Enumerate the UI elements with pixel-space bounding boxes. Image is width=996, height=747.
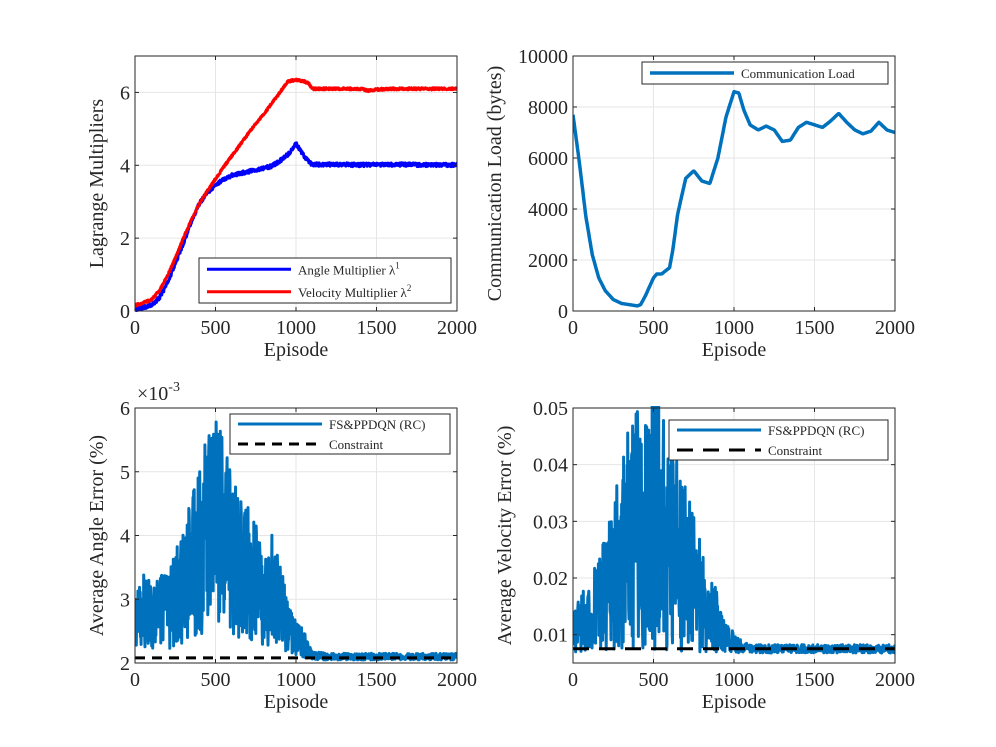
- y-tick-label: 6000: [528, 148, 568, 170]
- x-axis-label: Episode: [264, 691, 329, 713]
- legend: FS&PPDQN (RC) Constraint: [229, 413, 451, 455]
- legend-box: [229, 413, 451, 455]
- x-axis-label: Episode: [702, 691, 767, 713]
- y-tick-label: 0: [120, 301, 130, 323]
- x-tick-label: 500: [639, 317, 669, 339]
- series-group: [573, 89, 895, 308]
- y-tick-label: 2000: [528, 250, 568, 272]
- legend-label: Velocity Multiplier λ2: [298, 283, 411, 300]
- legend-label: Constraint: [768, 443, 823, 458]
- legend-box: [641, 61, 889, 85]
- y-tick-label: 8000: [528, 97, 568, 119]
- legend-label: FS&PPDQN (RC): [768, 423, 864, 438]
- y-axis-label: Lagrange Multipliers: [86, 99, 108, 269]
- y-tick-label: 0.05: [533, 398, 568, 420]
- y-axis-label: Average Angle Error (%): [86, 435, 108, 636]
- legend-label: Communication Load: [741, 66, 855, 81]
- legend-label: Constraint: [329, 437, 384, 452]
- chart-panel-lagrange: 0 500 1000 1500 2000 0 2 4 6 Episode Lagrange Mult…: [86, 55, 477, 361]
- series-line-2: [135, 77, 457, 308]
- x-tick-label: 1000: [276, 669, 316, 691]
- legend: Communication Load: [641, 61, 889, 85]
- x-tick-label: 0: [568, 317, 578, 339]
- y-tick-label: 4: [120, 155, 130, 177]
- x-tick-label: 1500: [795, 317, 835, 339]
- y-tick-label: 4: [120, 526, 130, 548]
- x-tick-label: 2000: [437, 669, 477, 691]
- y-tick-label: 4000: [528, 199, 568, 221]
- y-tick-label: 3: [120, 589, 130, 611]
- x-tick-label: 1000: [276, 317, 316, 339]
- x-tick-label: 1500: [795, 669, 835, 691]
- x-tick-label: 0: [568, 669, 578, 691]
- x-axis-label: Episode: [702, 339, 767, 361]
- x-tick-label: 1000: [714, 317, 754, 339]
- chart-panel-velocity: 0 500 1000 1500 2000 0.01 0.02 0.03 0.04 0.05 Epis…: [494, 398, 915, 713]
- x-tick-label: 2000: [437, 317, 477, 339]
- y-tick-label: 0.02: [533, 568, 568, 590]
- legend-label: Angle Multiplier λ1: [298, 260, 400, 277]
- x-tick-label: 500: [639, 669, 669, 691]
- x-tick-label: 0: [130, 317, 140, 339]
- y-tick-label: 2: [120, 228, 130, 250]
- y-axis-label: Communication Load (bytes): [484, 66, 506, 302]
- y-tick-label: 2: [120, 653, 130, 675]
- x-tick-label: 1500: [357, 669, 397, 691]
- y-tick-label: 10000: [518, 46, 568, 68]
- series-group: [135, 77, 457, 312]
- x-axis-label: Episode: [264, 339, 329, 361]
- x-tick-label: 1500: [357, 317, 397, 339]
- chart-panel-angle: 0 500 1000 1500 200023456×10-3EpisodeAverage…: [86, 380, 477, 713]
- x-tick-label: 500: [201, 317, 231, 339]
- y-tick-label: 5: [120, 462, 130, 484]
- series-line-1: [135, 420, 457, 662]
- y-tick-label: 0.03: [533, 511, 568, 533]
- legend: FS&PPDQN (RC) Constraint: [668, 419, 889, 461]
- x-tick-label: 1000: [714, 669, 754, 691]
- y-tick-label: 0.04: [533, 455, 568, 477]
- y-tick-label: 0: [558, 301, 568, 323]
- x-tick-label: 0: [130, 669, 140, 691]
- x-tick-label: 2000: [875, 669, 915, 691]
- series-group: [573, 406, 895, 655]
- x-tick-label: 2000: [875, 317, 915, 339]
- y-axis-label: Average Velocity Error (%): [494, 426, 516, 646]
- y-tick-label: 6: [120, 82, 130, 104]
- y-tick-label: 6: [120, 398, 130, 420]
- chart-panel-comm: 0 500 1000 1500 2000 0 2000 4000 6000 8000 10000 Ep…: [484, 46, 915, 361]
- y-tick-label: 0.01: [533, 625, 568, 647]
- legend-box: [198, 257, 452, 304]
- series-line-1: [573, 89, 895, 308]
- legend-label: FS&PPDQN (RC): [329, 417, 425, 432]
- x-tick-label: 500: [201, 669, 231, 691]
- legend-box: [668, 419, 889, 461]
- legend: Angle Multiplier λ1 Velocity Multiplier λ…: [198, 257, 452, 304]
- series-group: [135, 420, 457, 662]
